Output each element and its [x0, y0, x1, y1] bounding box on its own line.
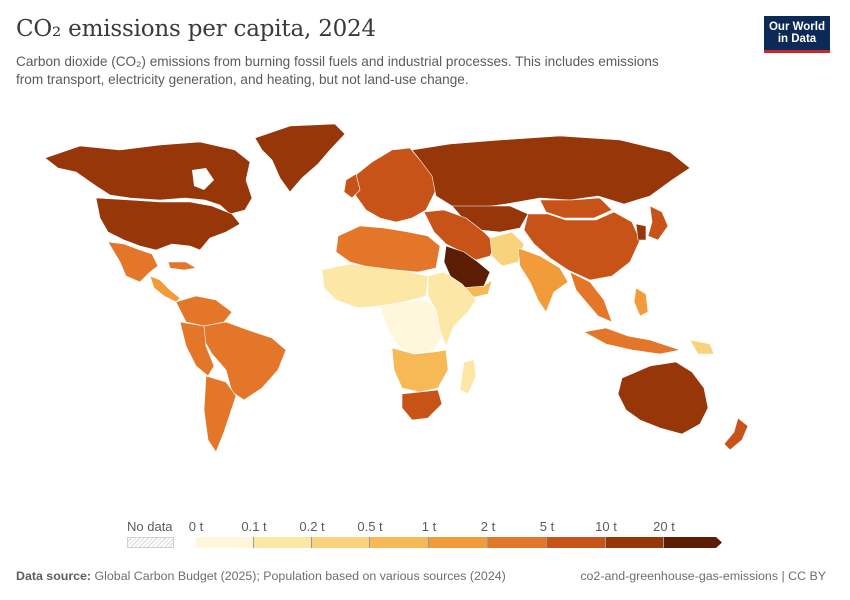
region-europe[interactable] [351, 147, 437, 223]
legend-no-data-label: No data [127, 519, 173, 534]
legend-bin[interactable] [547, 537, 606, 548]
region-mongolia[interactable] [539, 197, 613, 219]
region-west-africa[interactable] [321, 263, 429, 309]
legend-bin[interactable] [370, 537, 429, 548]
region-china[interactable] [523, 211, 641, 281]
legend-bin-arrow [664, 537, 722, 548]
region-afpak[interactable] [489, 231, 525, 267]
logo-line-1: Our World [768, 21, 825, 33]
legend-tick: 1 t [421, 519, 437, 534]
region-korea[interactable] [635, 223, 647, 241]
region-usa[interactable] [95, 197, 241, 251]
region-north-south-america[interactable] [175, 295, 233, 327]
region-australia[interactable] [617, 361, 709, 435]
legend-tick: 0 t [188, 519, 204, 534]
region-south-africa[interactable] [401, 389, 443, 421]
legend-bin[interactable] [606, 537, 664, 548]
logo-line-2: in Data [777, 33, 817, 45]
legend-bin[interactable] [429, 537, 488, 548]
source-text[interactable]: Global Carbon Budget (2025); Population … [94, 569, 506, 583]
region-mexico[interactable] [107, 241, 159, 283]
region-japan[interactable] [647, 205, 669, 241]
region-madagascar[interactable] [459, 359, 477, 395]
region-philippines[interactable] [633, 287, 649, 317]
chart-slug[interactable]: co2-and-greenhouse-gas-emissions | CC BY [580, 569, 826, 583]
region-new-zealand[interactable] [723, 417, 749, 451]
legend-bin-last[interactable] [664, 537, 724, 548]
chart-subtitle: Carbon dioxide (CO₂) emissions from burn… [16, 53, 736, 89]
legend-bin[interactable] [312, 537, 370, 548]
region-central-africa[interactable] [379, 299, 445, 355]
region-png[interactable] [689, 339, 715, 355]
source-label: Data source: [16, 569, 92, 583]
legend-tick: 20 t [653, 519, 675, 534]
region-india[interactable] [517, 247, 569, 313]
legend-tick: 5 t [539, 519, 555, 534]
legend-bin[interactable] [488, 537, 547, 548]
legend-no-data-swatch[interactable] [127, 537, 174, 548]
region-russia[interactable] [411, 135, 691, 209]
region-brazil[interactable] [203, 321, 287, 401]
region-caribbean[interactable] [167, 261, 197, 271]
legend-bin[interactable] [196, 537, 254, 548]
legend-tick: 2 t [480, 519, 496, 534]
region-middle-east[interactable] [423, 209, 497, 261]
region-uk[interactable] [343, 173, 361, 199]
region-central-america[interactable] [149, 275, 181, 303]
region-north-africa[interactable] [335, 225, 441, 273]
data-source: Data source: Global Carbon Budget (2025)… [16, 569, 506, 583]
legend-tick: 10 t [595, 519, 617, 534]
subtitle-line-1: Carbon dioxide (CO₂) emissions from burn… [16, 54, 659, 69]
region-andes[interactable] [179, 321, 215, 377]
region-east-africa[interactable] [427, 271, 477, 347]
color-legend: No data 0 t 0.1 t 0.2 t 0.5 t 1 t 2 t 5 … [0, 515, 850, 555]
legend-tick: 0.2 t [299, 519, 325, 534]
subtitle-line-2: from transport, electricity generation, … [16, 72, 469, 87]
legend-tick: 0.5 t [357, 519, 383, 534]
region-indonesia[interactable] [583, 327, 681, 355]
chart-title: CO₂ emissions per capita, 2024 [16, 16, 376, 42]
legend-tick: 0.1 t [241, 519, 267, 534]
legend-bin[interactable] [254, 537, 312, 548]
world-map[interactable] [0, 100, 850, 505]
region-southeast-asia[interactable] [569, 271, 613, 323]
owid-logo[interactable]: Our World in Data [764, 16, 830, 53]
region-southern-africa[interactable] [391, 347, 449, 393]
region-southern-cone[interactable] [203, 375, 237, 453]
region-greenland[interactable] [254, 123, 346, 193]
